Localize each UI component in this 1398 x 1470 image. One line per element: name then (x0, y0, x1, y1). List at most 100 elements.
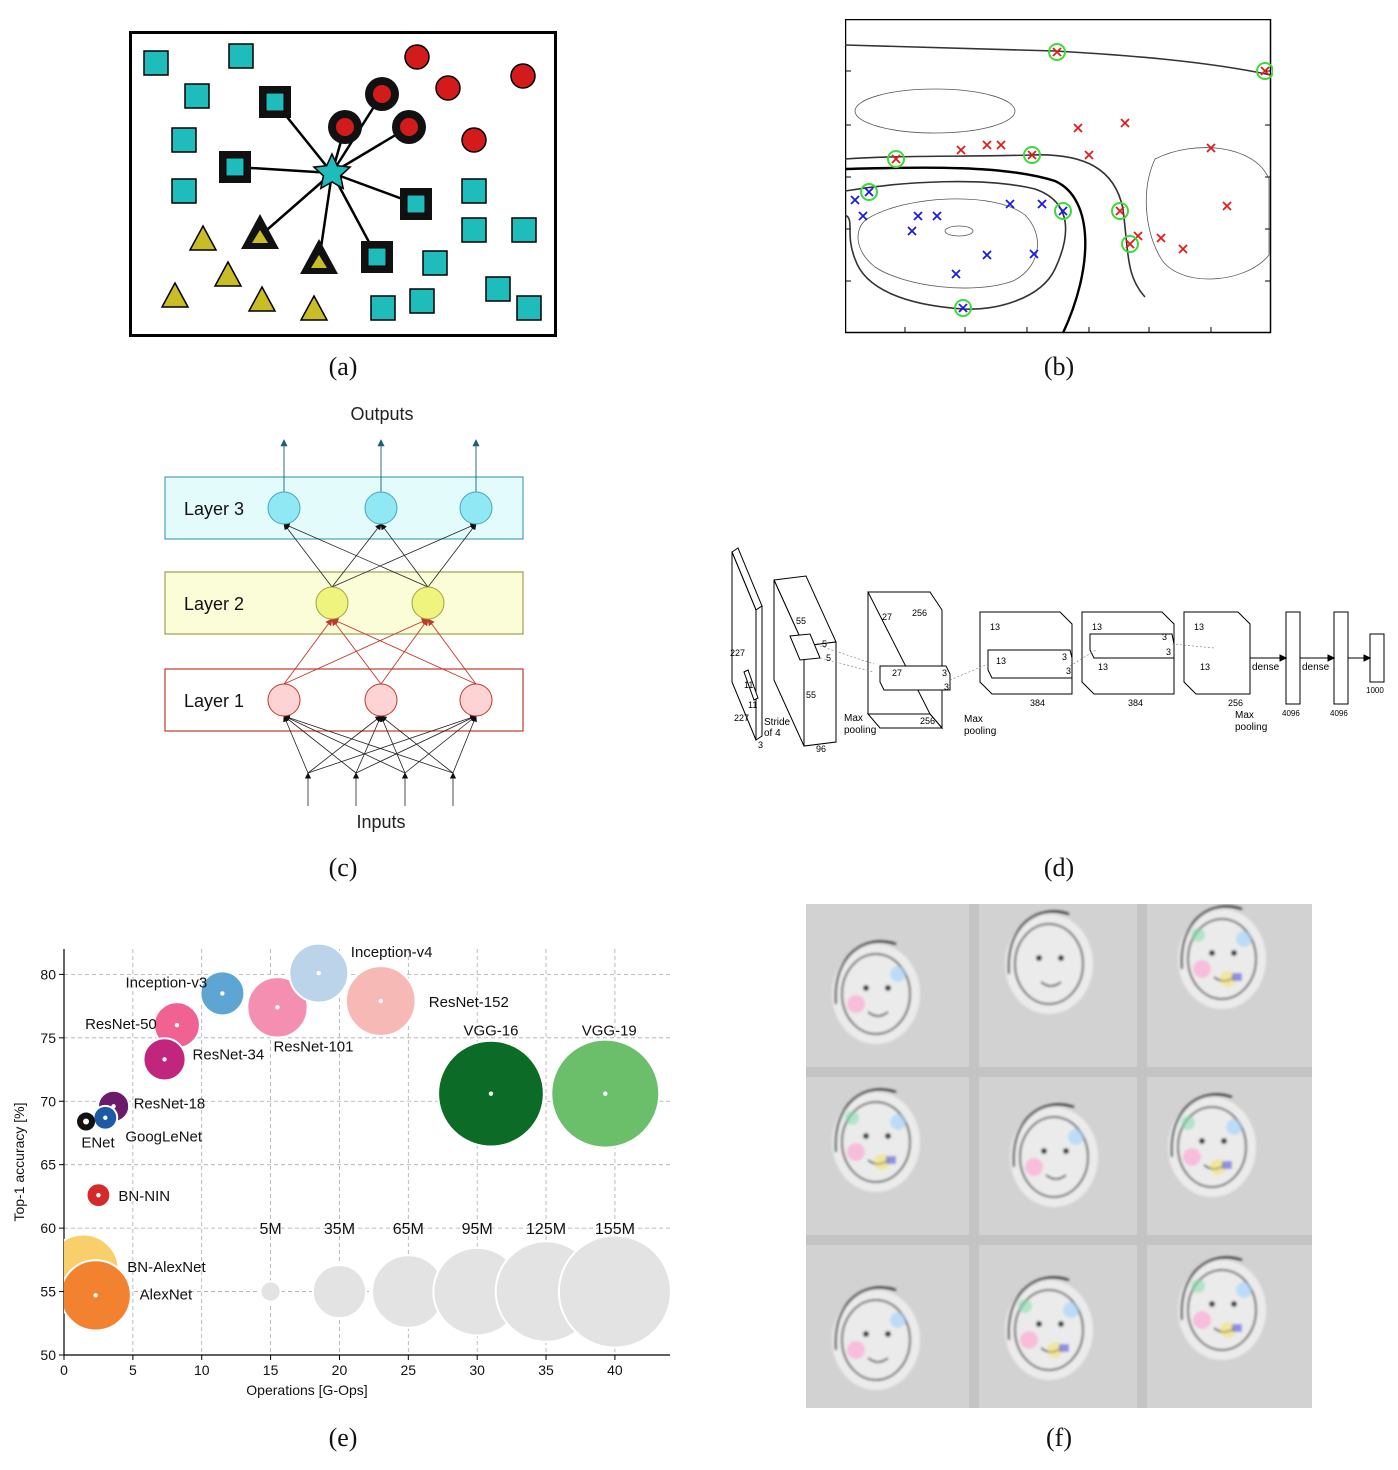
caption-b: (b) (1043, 352, 1075, 381)
size-legend-label: 125M (526, 1221, 566, 1238)
circle-icon (365, 77, 399, 111)
model-label: ResNet-34 (193, 1046, 265, 1063)
label: Max (844, 713, 863, 724)
label: 55 (806, 690, 816, 700)
square-icon (143, 50, 169, 76)
panel-d-alexnet-architecture: 227 227 3 11 11 Stride of 4 55 55 96 5 5… (730, 547, 1385, 754)
square-icon (400, 188, 432, 220)
square-icon (461, 217, 487, 243)
label: 13 (1098, 662, 1108, 672)
label: 256 (912, 608, 927, 618)
model-bubble (77, 1112, 96, 1131)
sample-point (1115, 206, 1125, 216)
sample-point (1029, 249, 1039, 259)
label: Max (964, 714, 983, 725)
model-label: ResNet-101 (273, 1038, 353, 1055)
support-vector-ring (1121, 235, 1139, 253)
model-label: ResNet-50 (85, 1016, 157, 1033)
model-bubble (85, 1182, 112, 1209)
label: 1000 (1366, 686, 1384, 695)
layer-label: Layer 2 (184, 594, 244, 614)
support-vector-ring (860, 183, 878, 201)
label: 3 (1162, 632, 1167, 642)
y-tick-label: 60 (40, 1220, 56, 1236)
sample-point (1206, 143, 1216, 153)
support-vector-ring (1054, 202, 1072, 220)
inputs-label: Inputs (356, 812, 405, 832)
panel-a-knn-diagram (129, 31, 557, 337)
model-bubble (437, 1039, 545, 1148)
neuron-node (459, 683, 493, 717)
face-filter-cell (1010, 1103, 1098, 1207)
face-filter-cell (1178, 1256, 1266, 1360)
label: 13 (1200, 662, 1210, 672)
label: 227 (734, 713, 749, 723)
sample-point (1037, 199, 1047, 209)
sample-point (996, 140, 1006, 150)
sample-point (1027, 150, 1037, 160)
model-label: GoogLeNet (125, 1129, 203, 1146)
x-tick-label: 35 (538, 1362, 554, 1378)
sample-point (1058, 206, 1068, 216)
triangle-icon (188, 224, 218, 251)
triangle-icon (247, 285, 277, 312)
triangle-icon (300, 239, 338, 274)
model-label: Inception-v4 (351, 944, 433, 961)
neuron-node (267, 683, 301, 717)
label: 384 (1128, 698, 1143, 708)
label: 256 (920, 716, 935, 726)
label: 5 (822, 639, 827, 649)
size-legend-bubble (311, 1263, 368, 1320)
face-filter-cell (1178, 905, 1266, 1009)
label: 4096 (1330, 709, 1348, 718)
model-label: VGG-16 (463, 1023, 518, 1040)
model-bubble (288, 942, 350, 1004)
y-axis-label: Top-1 accuracy [%] (11, 1102, 27, 1221)
star-icon (312, 152, 352, 190)
sample-point (956, 145, 966, 155)
sample-point (1156, 233, 1166, 243)
label: 3 (758, 740, 763, 750)
panel-c-neural-network: Outputs Layer 3 Layer 2 Layer 1 Inputs (164, 404, 524, 832)
circle-icon (404, 44, 430, 70)
caption-e: (e) (328, 1423, 358, 1452)
x-tick-label: 40 (607, 1362, 623, 1378)
triangle-icon (241, 214, 279, 249)
label: 13 (1194, 622, 1204, 632)
face-filter-cell (1168, 1093, 1256, 1197)
x-tick-label: 25 (401, 1362, 417, 1378)
y-tick-label: 55 (40, 1284, 56, 1300)
sample-point (1222, 201, 1232, 211)
square-icon (370, 295, 396, 321)
label: 3 (1066, 666, 1071, 676)
layer-label: Layer 3 (184, 499, 244, 519)
label: 3 (1062, 652, 1067, 662)
square-icon (184, 83, 210, 109)
sample-point (951, 269, 961, 279)
caption-c: (c) (328, 853, 358, 882)
face-filter-cell (832, 1088, 920, 1192)
model-label: Inception-v3 (126, 974, 208, 991)
x-tick-label: 10 (194, 1362, 210, 1378)
face-filter-cell (1005, 1276, 1093, 1380)
triangle-icon (299, 294, 329, 321)
label: Max (1235, 710, 1254, 721)
size-legend-bubble (557, 1234, 670, 1349)
size-legend-label: 155M (595, 1221, 635, 1238)
sample-point (1052, 47, 1062, 57)
neuron-node (459, 491, 493, 525)
model-label: VGG-19 (582, 1023, 637, 1040)
triangle-icon (160, 281, 190, 308)
label: of 4 (764, 728, 781, 739)
label: pooling (844, 725, 876, 736)
size-legend-label: 95M (462, 1221, 493, 1238)
label: 227 (730, 648, 745, 658)
square-icon (461, 178, 487, 204)
label: 13 (996, 656, 1006, 666)
model-label: BN-NIN (118, 1188, 170, 1205)
label: 27 (882, 612, 892, 622)
circle-icon (435, 75, 461, 101)
face-filter-cell (832, 1286, 920, 1390)
size-legend-label: 65M (393, 1221, 424, 1238)
label: 256 (1228, 698, 1243, 708)
